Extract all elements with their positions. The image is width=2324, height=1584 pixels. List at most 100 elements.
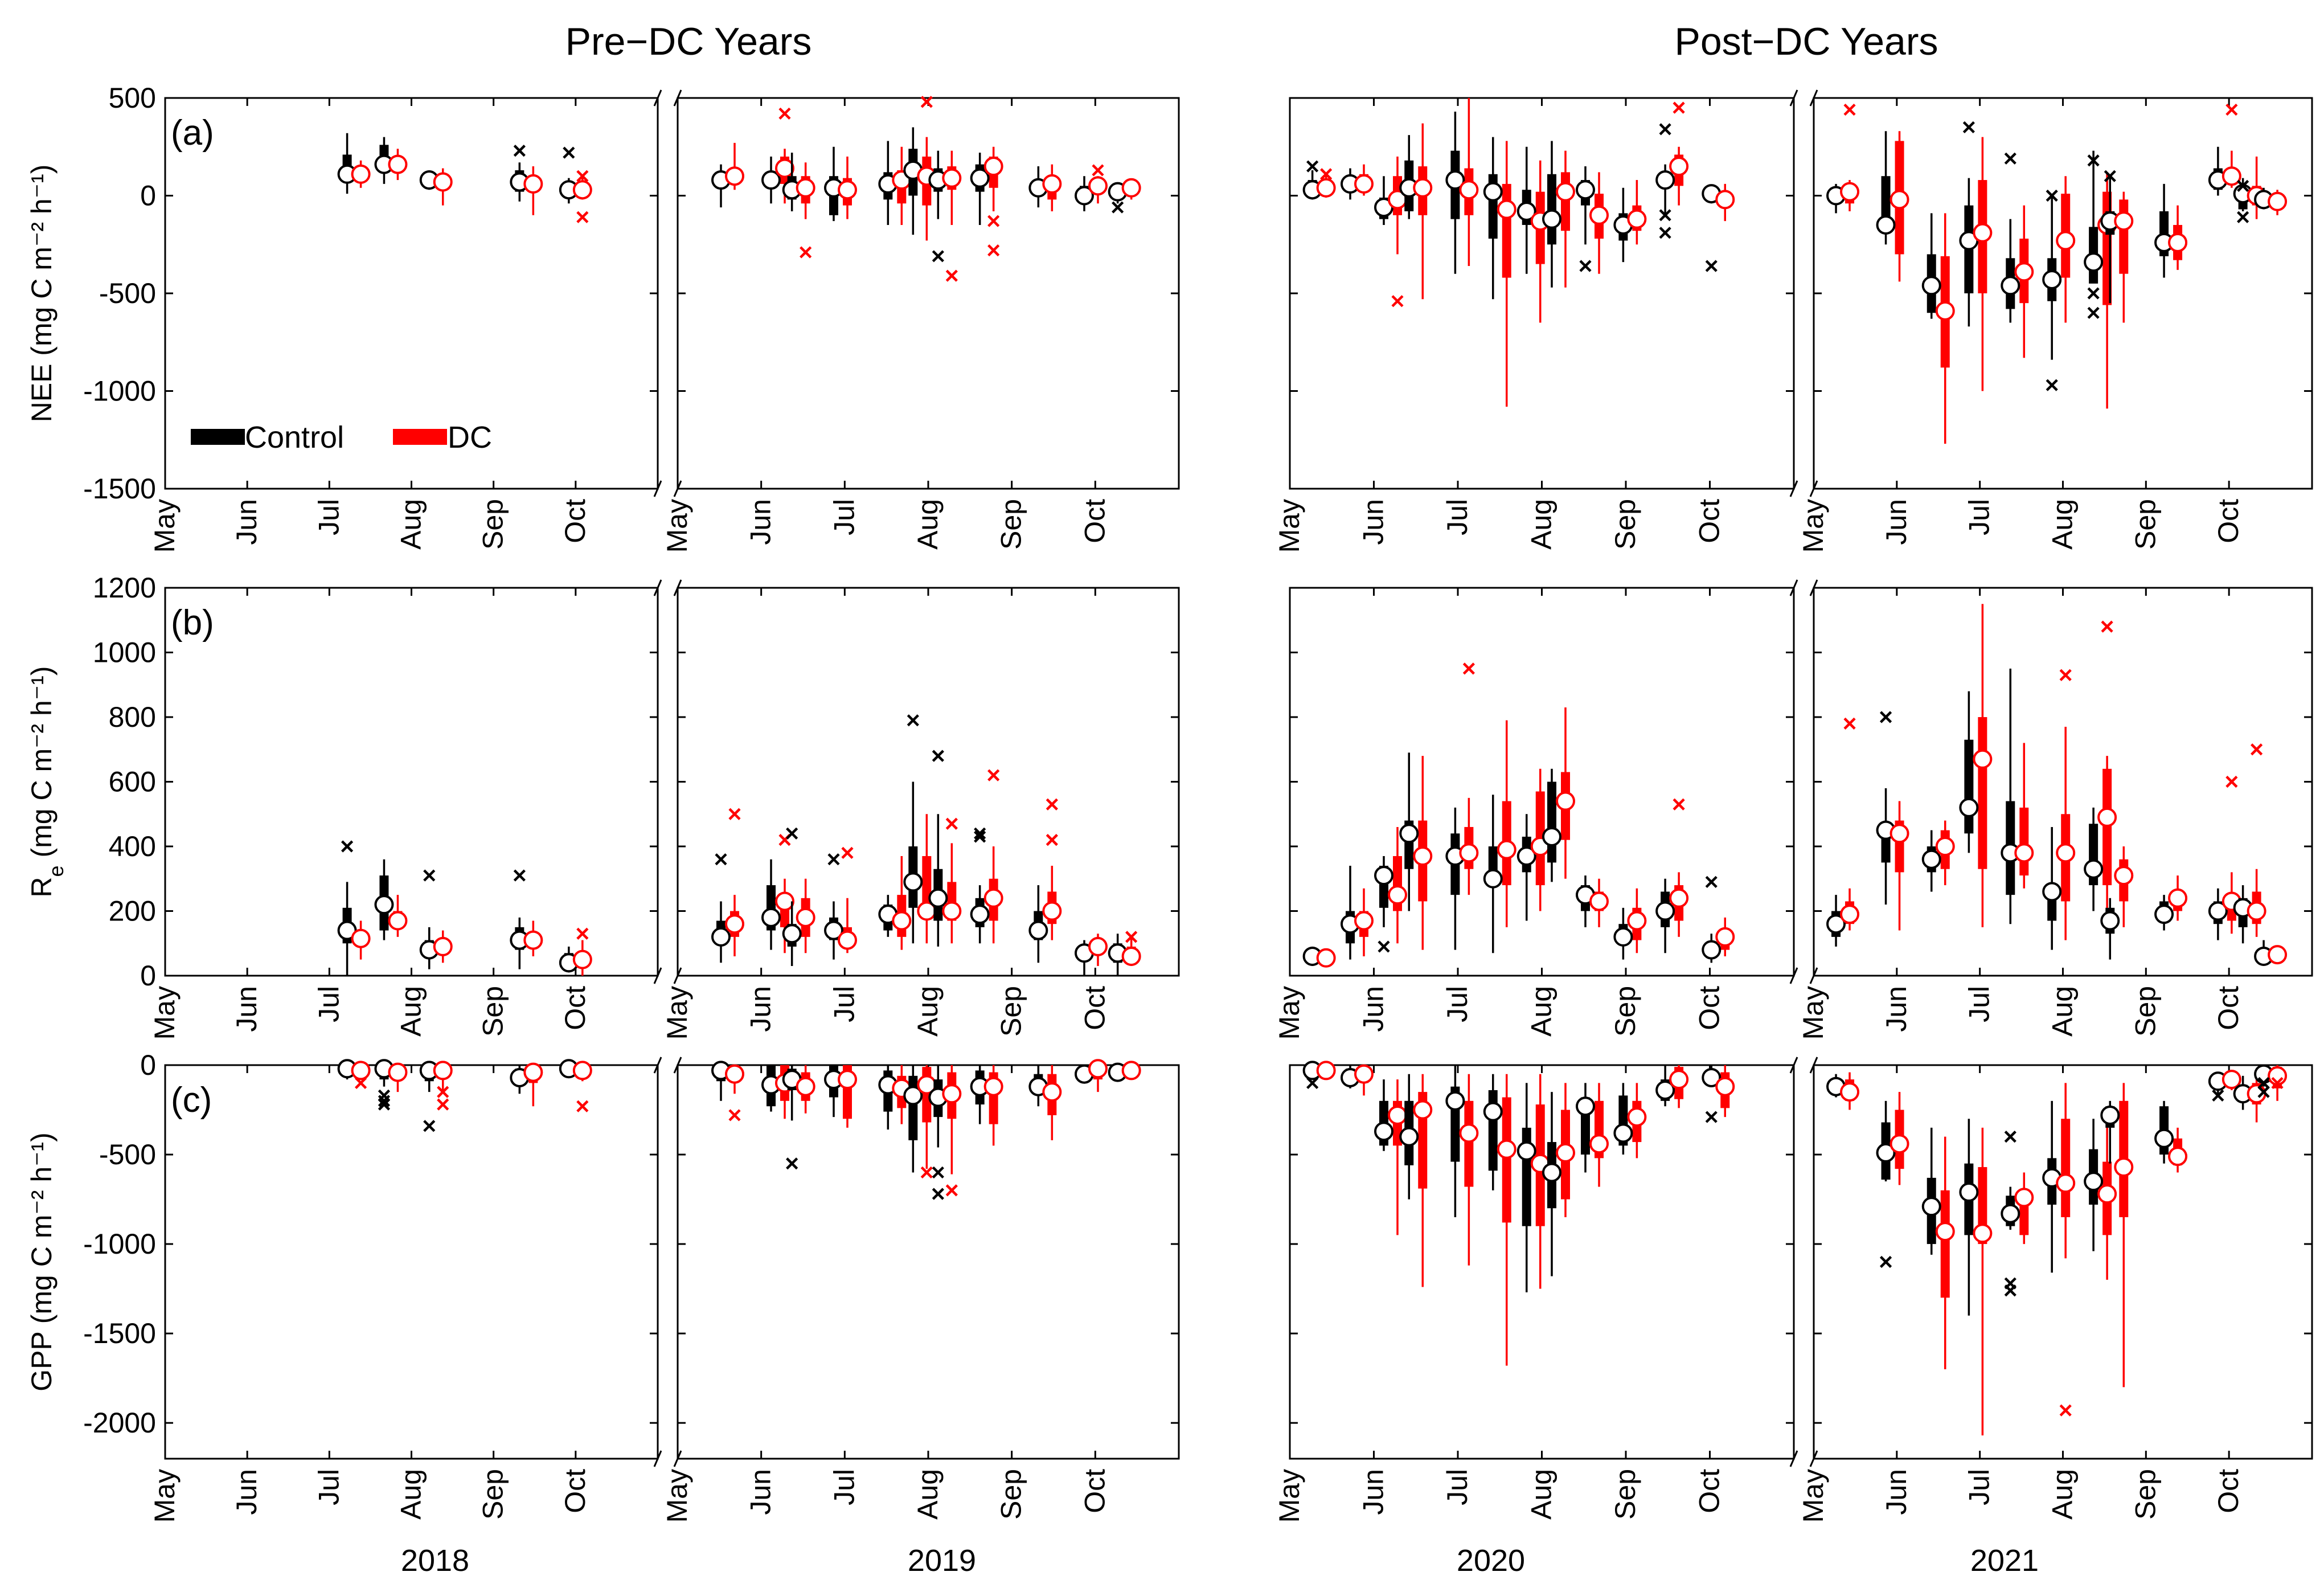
control-outlier (2104, 170, 2116, 182)
month-label: Jun (745, 986, 777, 1032)
control-median (2084, 252, 2104, 272)
month-label: Jun (745, 1469, 777, 1515)
dc-median (2268, 191, 2288, 211)
dc-median (796, 907, 815, 927)
axis-break-mark (1789, 480, 1798, 497)
dc-median (1459, 843, 1479, 863)
panel-gpp-2018: May Jun Jul Aug Sep Oct -2000 -1500 -1000 -500 0 (c… (83, 1049, 659, 1522)
dc-outlier (945, 817, 958, 830)
control-median (903, 1086, 923, 1106)
dc-outlier (778, 107, 791, 120)
dc-outlier (1046, 834, 1058, 846)
panel-re-2019: May Jun Jul Aug Sep Oct (661, 587, 1180, 1039)
control-outlier (513, 145, 526, 157)
dc-median (572, 180, 592, 200)
panel-re-2018: May Jun Jul Aug Sep Oct 0 200 400 600 800 1000 1200 (… (93, 572, 659, 1039)
control-median (761, 170, 781, 190)
axis-break-mark (673, 89, 682, 107)
panel-label: (b) (171, 603, 214, 642)
control-outlier (2212, 1089, 2224, 1102)
control-median (1542, 826, 1561, 846)
control-median (711, 927, 731, 947)
panel-nee-2018: May Jun Jul Aug Sep Oct -1500 -1000 -500 0 500 (a) (83, 82, 659, 552)
month-label: Aug (395, 1469, 427, 1520)
dc-median (2221, 166, 2241, 186)
y-axis-label: GPP (mg C m⁻² h⁻¹) (26, 1132, 58, 1391)
dc-median (1935, 837, 1955, 856)
y-axis-label: Re (mg C m⁻² h⁻¹) (26, 666, 68, 897)
dc-outlier (1843, 103, 1856, 116)
control-median (1374, 1122, 1393, 1141)
dc-median (433, 172, 453, 192)
y-tick-label: 500 (109, 82, 156, 114)
dc-median (983, 888, 1003, 908)
control-outlier (1705, 875, 1718, 889)
axis-break-mark (1809, 1450, 1818, 1467)
control-outlier (2087, 287, 2100, 300)
dc-median (1459, 180, 1479, 200)
axis-break-mark (653, 967, 662, 984)
dc-median (1354, 1064, 1374, 1084)
dc-median (1840, 904, 1860, 924)
month-label: Sep (1609, 1469, 1641, 1520)
month-label: Jul (1441, 986, 1473, 1022)
dc-median (892, 911, 912, 931)
month-label: May (149, 1469, 181, 1522)
panel-re-2021: May Jun Jul Aug Sep Oct (1797, 587, 2313, 1039)
dc-outlier (576, 1100, 589, 1112)
month-label: May (661, 986, 693, 1039)
control-outlier (2046, 189, 2058, 202)
y-tick-label: 0 (140, 960, 156, 992)
dc-median (1589, 891, 1609, 911)
panel-frame (164, 587, 659, 977)
control-median (2001, 276, 2020, 296)
y-axis-label-main: NEE (mg C m⁻² h⁻¹) (26, 165, 58, 423)
control-median (970, 904, 990, 924)
month-label: Sep (2129, 986, 2161, 1037)
month-label: May (1273, 1469, 1305, 1522)
dc-median (1715, 1077, 1735, 1096)
control-median (1613, 1123, 1633, 1143)
month-label: Oct (1079, 986, 1110, 1030)
control-median (1028, 920, 1048, 940)
dc-median (1935, 301, 1955, 321)
axis-break-mark (1789, 967, 1798, 984)
y-tick-label: 600 (109, 766, 156, 798)
control-median (1542, 1163, 1561, 1182)
panel-frame (1289, 97, 1795, 490)
y-tick-label: -1500 (83, 1317, 156, 1349)
control-median (1826, 914, 1846, 934)
month-label: Sep (477, 499, 509, 550)
month-label: Jul (1441, 499, 1473, 535)
dc-median (1840, 1082, 1860, 1102)
y-tick-label: 800 (109, 701, 156, 733)
panel-gpp-2021: May Jun Jul Aug Sep Oct (1797, 1064, 2313, 1522)
dc-median (2247, 901, 2266, 921)
dc-outlier (987, 769, 1000, 781)
y-tick-label: -500 (99, 277, 156, 309)
dc-median (725, 166, 744, 186)
dc-median (2056, 843, 2076, 863)
control-median (2208, 901, 2228, 921)
panel-nee-2020: May Jun Jul Aug Sep Oct (1273, 97, 1795, 552)
legend-swatch-control (191, 429, 245, 445)
month-label: Oct (1694, 499, 1725, 543)
axis-break-mark (1789, 89, 1798, 107)
control-outlier (1879, 1255, 1892, 1268)
control-outlier (1659, 123, 1671, 136)
dc-median (433, 936, 453, 956)
control-median (970, 168, 990, 188)
dc-outlier (728, 1109, 741, 1122)
dc-median (1413, 846, 1433, 866)
axis-break-mark (673, 579, 682, 596)
month-label: Oct (559, 1469, 591, 1513)
control-outlier (2257, 1086, 2270, 1098)
control-median (1921, 1197, 1941, 1217)
axis-break-mark (653, 89, 662, 107)
axis-break-mark (1809, 967, 1818, 984)
control-median (1702, 940, 1722, 960)
month-label: Jun (1880, 499, 1912, 545)
dc-median (523, 174, 543, 194)
month-label: Jul (1964, 499, 1995, 535)
